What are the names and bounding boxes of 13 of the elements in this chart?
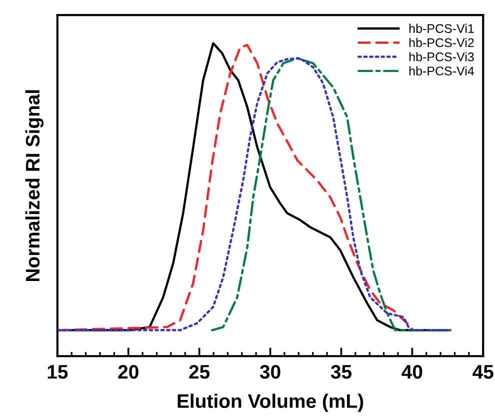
y-axis-title: Normalized RI Signal: [25, 90, 44, 281]
x-tick-label: 35: [330, 364, 352, 379]
x-tick-label: 15: [48, 365, 68, 379]
x-tick-label: 45: [472, 365, 494, 379]
x-tick-label: 20: [118, 364, 138, 379]
legend-label: hb-PCS-Vi2: [409, 38, 474, 48]
legend-label: hb-PCS-Vi4: [409, 66, 474, 76]
x-tick-label: 40: [402, 364, 422, 379]
x-tick-label: 30: [260, 364, 280, 379]
x-tick-label: 25: [189, 364, 210, 379]
legend-label: hb-PCS-Vi3: [409, 52, 474, 62]
legend-label: hb-PCS-Vi1: [409, 24, 474, 33]
x-axis-title: Elution Volume (mL): [178, 394, 364, 412]
